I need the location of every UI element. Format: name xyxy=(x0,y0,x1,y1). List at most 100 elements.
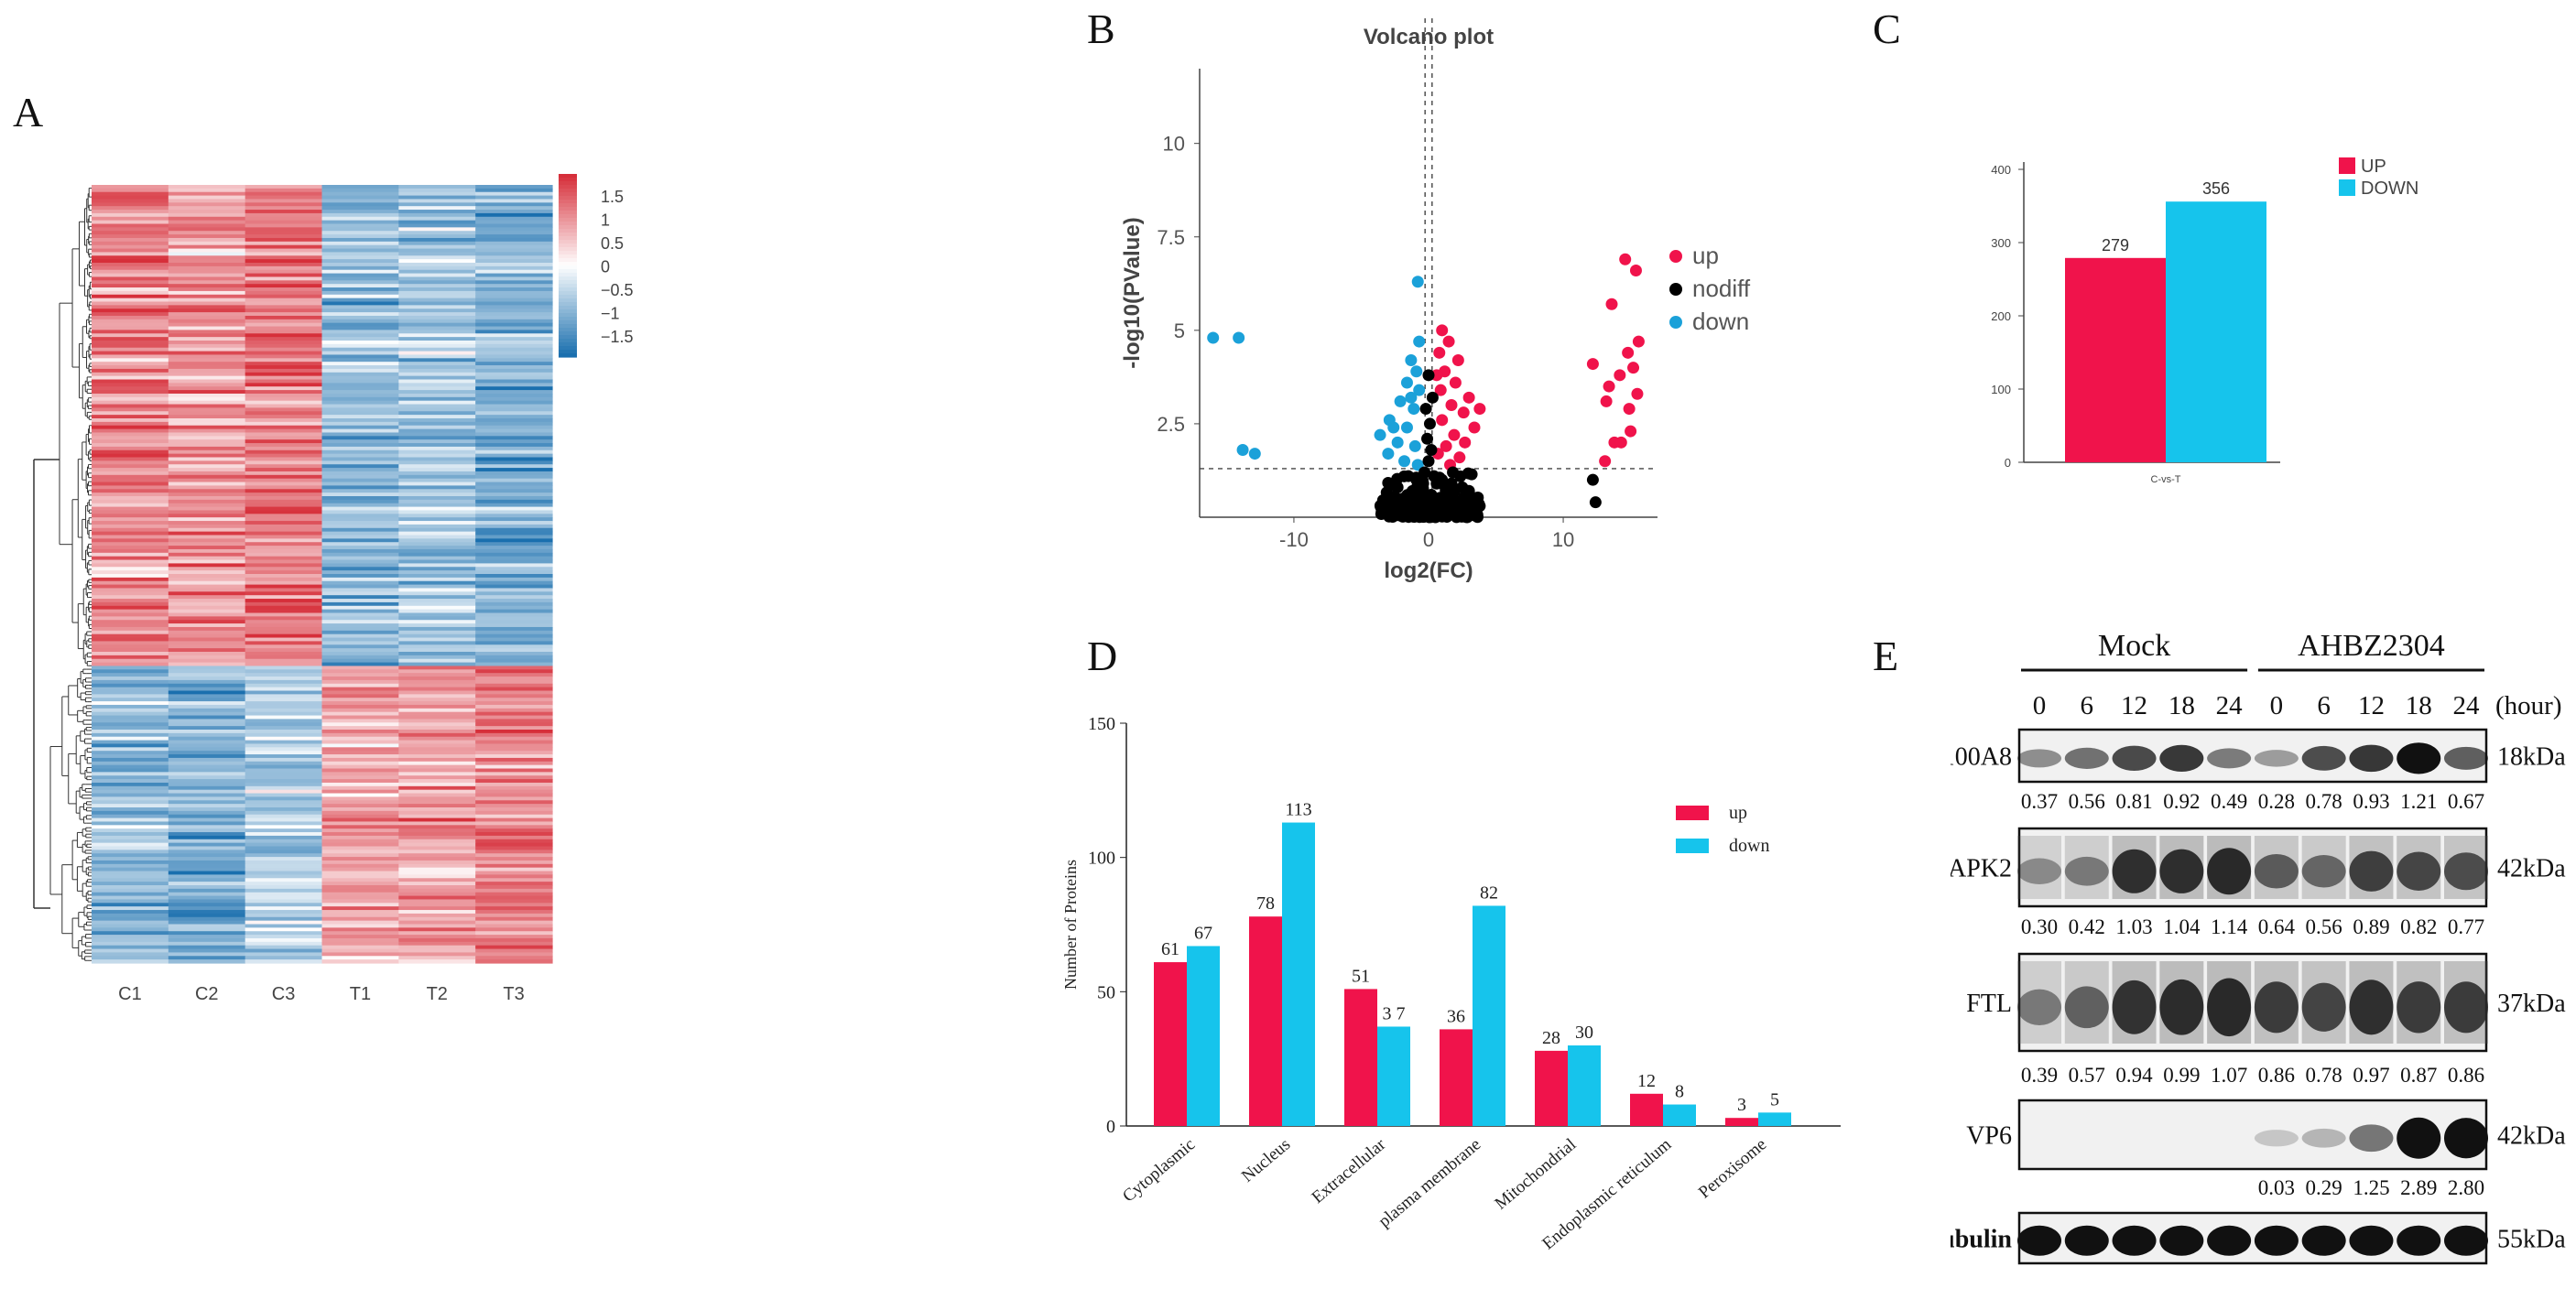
e-quant-value: 0.86 xyxy=(2258,1064,2295,1087)
heatmap-cell xyxy=(321,916,399,922)
heatmap-cell xyxy=(168,567,246,571)
heatmap-cell xyxy=(398,234,476,239)
heatmap-cell xyxy=(321,612,399,617)
heatmap-cell xyxy=(168,563,246,568)
heatmap-cell xyxy=(398,362,476,366)
heatmap-cell xyxy=(245,421,323,427)
heatmap-cell xyxy=(398,605,476,611)
heatmap-cell xyxy=(92,920,169,926)
heatmap-cell xyxy=(168,425,246,430)
heatmap-cell xyxy=(321,601,399,607)
heatmap-cell xyxy=(92,499,169,504)
e-band xyxy=(2301,855,2346,888)
heatmap-cell xyxy=(321,842,399,848)
heatmap-cell xyxy=(398,241,476,246)
heatmap-cell xyxy=(475,510,553,514)
heatmap-cell xyxy=(92,396,169,402)
heatmap-cell xyxy=(168,648,246,653)
heatmap-cell xyxy=(475,878,553,882)
heatmap-cell xyxy=(475,935,553,939)
heatmap-cell xyxy=(398,290,476,296)
heatmap-cell xyxy=(245,524,323,529)
heatmap-cell xyxy=(398,704,476,709)
heatmap-cell xyxy=(92,817,169,823)
d-y-tick-label: 100 xyxy=(1088,849,1115,869)
heatmap-cell xyxy=(475,916,553,922)
heatmap-cell xyxy=(245,956,323,960)
heatmap-cell xyxy=(245,941,323,947)
heatmap-cell xyxy=(245,411,323,416)
heatmap-cell xyxy=(475,276,553,281)
e-band xyxy=(2017,1225,2061,1256)
heatmap-cell xyxy=(245,237,323,243)
d-y-tick-label: 50 xyxy=(1097,982,1115,1002)
heatmap-cell xyxy=(475,464,553,469)
heatmap-cell xyxy=(475,446,553,451)
heatmap-cell xyxy=(398,825,476,829)
heatmap-cell xyxy=(398,418,476,423)
colorbar-segment xyxy=(559,207,577,211)
heatmap-cell xyxy=(245,595,323,600)
heatmap-cell xyxy=(92,362,169,366)
heatmap-cell xyxy=(475,601,553,607)
heatmap-cell xyxy=(245,343,323,349)
heatmap-cell xyxy=(245,425,323,430)
heatmap-cell xyxy=(245,743,323,748)
colorbar-segment xyxy=(559,229,577,233)
heatmap-cell xyxy=(321,563,399,568)
heatmap-cell xyxy=(398,191,476,197)
heatmap-cell xyxy=(245,878,323,882)
heatmap-cell xyxy=(321,234,399,239)
heatmap-cell xyxy=(245,882,323,886)
e-quant-value: 0.82 xyxy=(2400,915,2437,938)
heatmap-cell xyxy=(398,789,476,795)
e-timepoint-label: 18 xyxy=(2168,691,2195,720)
heatmap-cell xyxy=(398,666,476,670)
heatmap-cell xyxy=(168,591,246,596)
e-band xyxy=(2017,749,2061,768)
heatmap-cell xyxy=(321,666,399,670)
colorbar-segment xyxy=(559,309,577,314)
heatmap-cell xyxy=(92,751,169,755)
heatmap-cell xyxy=(398,931,476,936)
d-y-tick-label: 0 xyxy=(1106,1117,1115,1137)
e-band xyxy=(2159,979,2204,1035)
heatmap-cell xyxy=(245,821,323,826)
heatmap-cell xyxy=(321,948,399,954)
heatmap-cell xyxy=(168,616,246,621)
heatmap-cell xyxy=(321,730,399,734)
heatmap-cell xyxy=(398,785,476,791)
heatmap-cell xyxy=(321,754,399,759)
e-protein-label: Tubulin xyxy=(1951,1226,2012,1254)
heatmap-cell xyxy=(245,701,323,706)
heatmap-cell xyxy=(475,789,553,795)
heatmap-cell xyxy=(321,400,399,406)
colorbar-segment xyxy=(559,306,577,310)
heatmap-cell xyxy=(168,821,246,826)
heatmap-cell xyxy=(398,478,476,483)
e-quant-value: 0.57 xyxy=(2069,1064,2105,1087)
colorbar-tick-label: 1 xyxy=(601,211,610,230)
heatmap-cell xyxy=(245,658,323,664)
heatmap-cell xyxy=(398,439,476,444)
heatmap-cell xyxy=(245,386,323,391)
heatmap-cell xyxy=(168,220,246,225)
heatmap-cell xyxy=(92,341,169,345)
e-protein-label: VP6 xyxy=(1966,1122,2012,1151)
volcano-point-down xyxy=(1382,448,1395,460)
heatmap-cell xyxy=(245,326,323,331)
heatmap-cell xyxy=(398,591,476,596)
heatmap-cell xyxy=(92,839,169,844)
heatmap-column-label: C2 xyxy=(195,984,219,1004)
heatmap-cell xyxy=(321,496,399,501)
heatmap-cell xyxy=(321,768,399,773)
heatmap-cell xyxy=(245,669,323,674)
heatmap-cell xyxy=(321,910,399,915)
heatmap-cell xyxy=(245,234,323,239)
heatmap-cell xyxy=(475,719,553,723)
heatmap-cell xyxy=(92,584,169,590)
heatmap-cell xyxy=(245,588,323,592)
heatmap-cell xyxy=(398,899,476,904)
heatmap-cell xyxy=(168,679,246,685)
heatmap-cell xyxy=(475,772,553,776)
